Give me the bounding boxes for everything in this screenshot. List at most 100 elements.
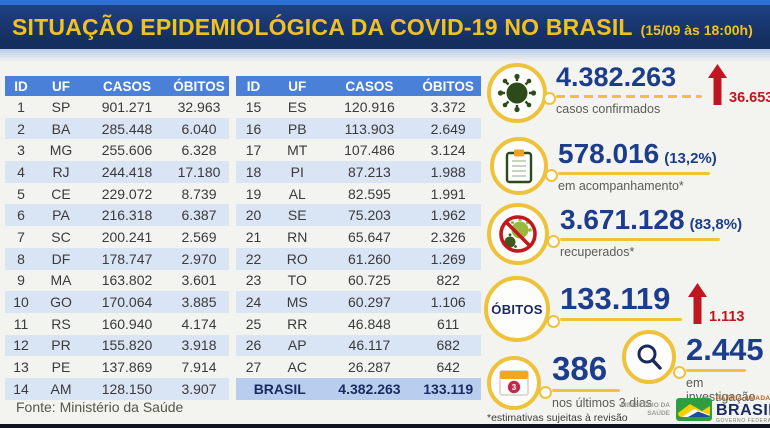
kpi-monitoring: 578.016 (13,2%) em acompanhamento* — [545, 138, 717, 193]
table-row: 7 SC 200.241 2.569 — [5, 226, 229, 248]
table-cell: RO — [271, 247, 324, 270]
table-cell: 822 — [436, 272, 460, 289]
table-cell: BA — [37, 117, 85, 140]
col-header-casos: CASOS — [85, 76, 169, 96]
table-row: 24 MS 60.297 1.106 — [236, 291, 481, 313]
table-cell: 10 — [5, 291, 37, 313]
increase-arrow-icon — [688, 283, 707, 324]
top-border-strip — [0, 0, 770, 5]
monitoring-value: 578.016 — [558, 138, 660, 169]
table-cell: 1.269 — [415, 247, 481, 270]
table-cell: 20 — [236, 204, 271, 227]
table-row: 14 AM 128.150 3.907 — [5, 377, 229, 400]
table-cell: SE — [271, 204, 324, 227]
recovered-value: 3.671.128 — [560, 204, 685, 235]
table-total-row: BRASIL 4.382.263 133.119 — [236, 377, 481, 400]
table-cell: 2.326 — [430, 228, 466, 245]
table-cell: 611 — [437, 315, 460, 332]
table-cell: 15 — [245, 98, 262, 115]
table-cell: 23 — [245, 272, 262, 289]
kpi-deaths: 133.119 1.113 — [547, 283, 745, 328]
table-cell: 3 — [17, 142, 25, 159]
table-cell: MS — [271, 291, 324, 313]
table-cell: PA — [37, 204, 85, 227]
table-cell: CE — [51, 185, 71, 202]
confirmed-delta: 36.653 — [729, 90, 770, 106]
table-cell: 3.907 — [169, 377, 229, 400]
table-row: 1 SP 901.271 32.963 — [5, 96, 229, 118]
table-cell: 170.064 — [85, 291, 169, 313]
table-cell: 3.372 — [430, 98, 466, 115]
obitos-badge-label: ÓBITOS — [491, 301, 543, 317]
col-header-obitos: ÓBITOS — [169, 76, 229, 96]
estimates-note: *estimativas sujeitas à revisão — [487, 412, 628, 424]
table-cell: 24 — [236, 291, 271, 313]
table-cell: 46.117 — [323, 334, 416, 357]
table-row: 10 GO 170.064 3.885 — [5, 291, 229, 313]
state-table-right: ID UF CASOS ÓBITOS 15 ES 120.916 3.372 16 PB 1… — [236, 76, 481, 400]
table-cell: PE — [51, 359, 71, 376]
table-cell: 128.150 — [85, 377, 169, 400]
table-cell: 22 — [236, 247, 271, 270]
table-cell: 255.606 — [101, 142, 153, 159]
table-row: 3 MG 255.606 6.328 — [5, 139, 229, 161]
table-cell: 120.916 — [344, 98, 395, 115]
title-underline-strip — [0, 49, 770, 62]
table-cell: 16 — [236, 117, 271, 140]
table-cell: MG — [49, 142, 73, 159]
investigation-value: 2.445 — [686, 332, 764, 367]
col-header-uf: UF — [37, 76, 85, 96]
table-cell: 25 — [245, 315, 262, 332]
monitoring-pct: (13,2%) — [664, 150, 717, 167]
table-cell: 1.106 — [415, 291, 481, 313]
kpi-last-3-days: 386 nos últimos 3 dias — [539, 352, 653, 410]
title-bar: SITUAÇÃO EPIDEMIOLÓGICA DA COVID-19 NO B… — [0, 5, 770, 49]
total-casos: 4.382.263 — [323, 377, 416, 400]
table-row: 8 DF 178.747 2.970 — [5, 247, 229, 270]
col-header-id: ID — [236, 76, 271, 96]
clipboard-icon — [490, 137, 548, 195]
state-table-left: ID UF CASOS ÓBITOS 1 SP 901.271 32.963 2 BA 28… — [5, 76, 229, 400]
col-header-id: ID — [5, 76, 37, 96]
table-cell: 3.885 — [169, 291, 229, 313]
total-obitos: 133.119 — [415, 377, 481, 400]
table-body-left: 1 SP 901.271 32.963 2 BA 285.448 6.040 3 MG 255.60… — [5, 96, 229, 400]
table-cell: RR — [287, 315, 308, 332]
table-cell: 21 — [245, 228, 262, 245]
source-text: Fonte: Ministério da Saúde — [16, 399, 184, 415]
table-cell: 3.918 — [169, 334, 229, 357]
brand-main-label: BRASIL — [716, 401, 770, 419]
table-cell: 200.241 — [101, 228, 153, 245]
table-cell: 901.271 — [101, 98, 153, 115]
table-row: 9 MA 163.802 3.601 — [5, 270, 229, 292]
table-cell: 2.970 — [169, 247, 229, 270]
monitoring-label: em acompanhamento* — [558, 179, 684, 193]
table-cell: 216.318 — [85, 204, 169, 227]
table-cell: AL — [288, 185, 306, 202]
brand-sub-label: GOVERNO FEDERAL — [716, 417, 770, 424]
no-virus-icon — [487, 203, 549, 265]
table-cell: PI — [271, 161, 324, 183]
table-row: 17 MT 107.486 3.124 — [236, 139, 481, 161]
table-cell: 642 — [436, 359, 460, 376]
ministry-label: MINISTÉRIO DA SAÚDE — [620, 402, 670, 417]
table-cell: 1.988 — [415, 161, 481, 183]
table-cell: 11 — [13, 315, 29, 332]
table-cell: 8 — [5, 247, 37, 270]
table-cell: 14 — [5, 377, 37, 400]
table-row: 21 RN 65.647 2.326 — [236, 226, 481, 248]
table-row: 22 RO 61.260 1.269 — [236, 247, 481, 270]
table-row: 18 PI 87.213 1.988 — [236, 161, 481, 183]
table-row: 12 PR 155.820 3.918 — [5, 334, 229, 357]
table-row: 6 PA 216.318 6.387 — [5, 204, 229, 227]
table-cell: 17 — [245, 142, 262, 159]
total-label: BRASIL — [236, 377, 324, 400]
table-cell: MA — [50, 272, 72, 289]
last3days-label: nos últimos 3 dias — [552, 396, 653, 410]
table-cell: 12 — [5, 334, 37, 357]
table-cell: 6.328 — [181, 142, 217, 159]
col-header-obitos: ÓBITOS — [415, 76, 481, 96]
table-cell: 17.180 — [169, 161, 229, 183]
table-cell: 82.595 — [348, 185, 391, 202]
